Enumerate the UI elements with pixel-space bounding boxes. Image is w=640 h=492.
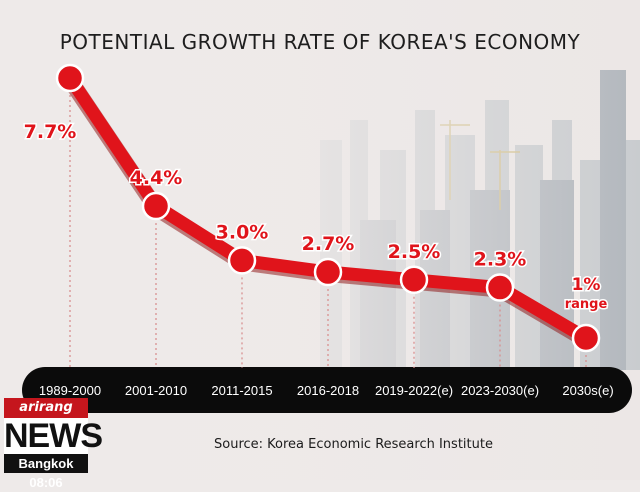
program-name: NEWS [4,417,103,455]
data-label: 3.0% [216,221,269,243]
data-point [55,63,85,93]
data-point [313,257,343,287]
data-label: 2.5% [388,241,441,263]
data-point [227,246,257,275]
location-time: Bangkok 08:06 [4,454,88,490]
category-bar [22,367,632,413]
category-label: 2030s(e) [562,383,613,398]
data-label: 2.3% [474,249,527,271]
data-point [399,265,429,295]
category-label: 2023-2030(e) [461,383,539,398]
category-label: 2001-2010 [125,383,187,398]
category-label: 2011-2015 [211,383,272,398]
data-label-suffix: range [565,297,608,312]
growth-rate-line-chart: 7.7% 4.4% 3.0% 2.7% 2.5% 2.3% 1% range 1989-200… [22,63,614,398]
chart-title: POTENTIAL GROWTH RATE OF KOREA'S ECONOMY [59,30,581,54]
data-label: 4.4% [130,167,183,189]
category-label: 2016-2018 [297,383,359,398]
data-label: 2.7% [302,233,355,255]
category-label: 1989-2000 [39,383,101,398]
brand-logo: arirang [4,398,88,418]
data-point [571,323,601,353]
drop-lines [69,90,587,368]
category-label: 2019-2022(e) [375,383,453,398]
news-bug: arirang NEWS Bangkok 08:06 [0,398,103,490]
source-note: Source: Korea Economic Research Institut… [214,437,493,452]
data-label: 7.7% [24,121,77,143]
data-point [485,273,515,302]
data-point [141,191,171,221]
data-label: 1% [572,275,601,295]
